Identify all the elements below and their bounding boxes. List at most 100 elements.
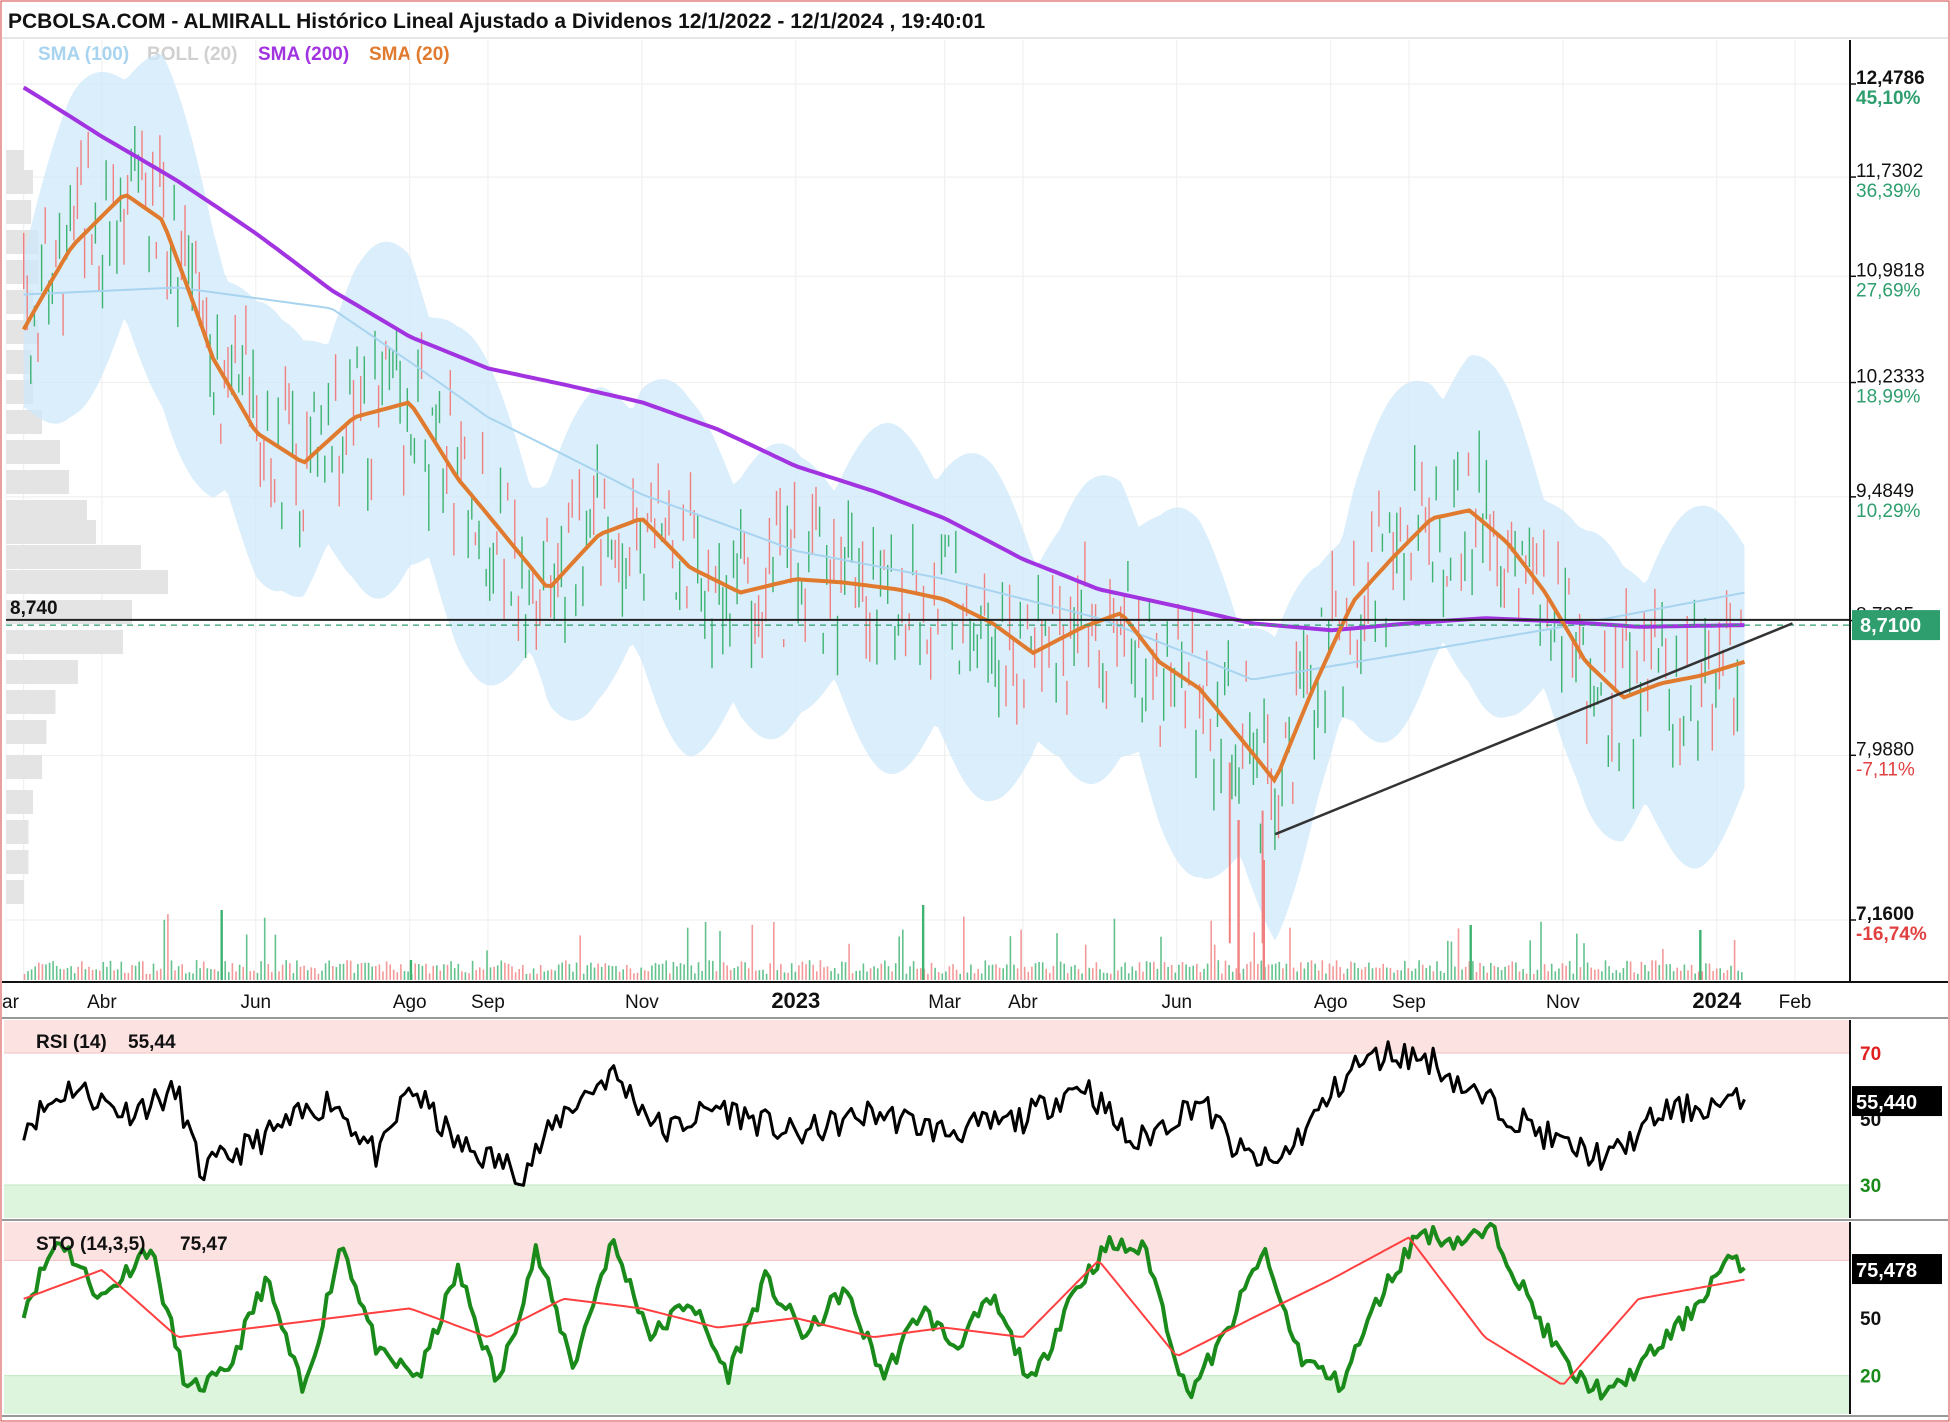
volume-bar <box>862 963 865 980</box>
volume-bar <box>367 962 370 980</box>
volume-bar <box>851 973 854 980</box>
volume-bar <box>991 964 994 980</box>
volume-bar <box>1611 972 1614 980</box>
volume-bar <box>737 966 739 980</box>
volume-bar <box>715 971 718 980</box>
volume-bar <box>529 973 531 980</box>
volume-bar <box>500 960 503 980</box>
volume-bar <box>1554 971 1557 980</box>
volume-bar <box>1278 961 1281 980</box>
volume-bar <box>790 963 793 980</box>
volume-profile-bar <box>6 820 29 844</box>
legend-boll20[interactable]: BOLL (20) <box>147 44 237 65</box>
volume-bar <box>1138 962 1141 980</box>
volume-bar <box>701 970 703 980</box>
volume-bar <box>869 968 872 980</box>
volume-bar <box>1016 968 1019 980</box>
volume-bar <box>1608 966 1610 980</box>
volume-bar <box>1733 939 1736 980</box>
volume-bar <box>1328 963 1331 980</box>
volume-bar <box>23 974 26 980</box>
volume-bar <box>138 961 140 980</box>
volume-bar <box>640 967 642 980</box>
volume-bar <box>1475 972 1478 980</box>
volume-bar <box>611 966 614 980</box>
rsi-oversold-zone <box>4 1185 1850 1218</box>
volume-bar <box>1615 970 1618 980</box>
volume-bar <box>1052 965 1055 980</box>
volume-bar <box>1307 962 1309 980</box>
volume-bar <box>1572 973 1575 980</box>
volume-bar <box>418 964 420 980</box>
volume-bar <box>475 970 477 980</box>
volume-bar <box>1701 971 1704 980</box>
volume-bar <box>271 972 273 980</box>
volume-bar <box>669 973 671 980</box>
date-tick-label: Jun <box>240 992 271 1013</box>
volume-profile-bar <box>6 470 69 494</box>
sto-tick-label: 20 <box>1860 1367 1881 1388</box>
volume-bar <box>159 968 162 980</box>
volume-bar <box>1737 970 1739 980</box>
percent-tick-label: -7,11% <box>1856 759 1915 780</box>
volume-bar <box>1515 962 1517 980</box>
volume-spike <box>1237 820 1240 980</box>
volume-bar <box>321 970 323 980</box>
volume-bar <box>747 968 750 980</box>
volume-bar <box>1601 971 1603 980</box>
volume-bar <box>1550 963 1553 980</box>
volume-bar <box>902 929 904 980</box>
volume-bar <box>1185 964 1187 980</box>
volume-bar <box>342 963 345 980</box>
volume-bar <box>848 943 850 980</box>
volume-bar <box>866 971 868 980</box>
volume-bar <box>1321 960 1324 980</box>
volume-bar <box>1267 964 1270 980</box>
volume-bar <box>1368 962 1370 980</box>
volume-profile-bar <box>6 570 168 594</box>
volume-bar <box>134 965 137 980</box>
volume-bar <box>392 969 395 980</box>
rsi-tick-label: 30 <box>1860 1176 1881 1197</box>
volume-bar <box>1697 971 1700 980</box>
volume-bar <box>1676 967 1678 980</box>
volume-bar <box>81 961 83 980</box>
volume-bar <box>109 960 112 980</box>
volume-bar <box>855 970 857 980</box>
volume-bar <box>1507 965 1510 980</box>
volume-profile-bar <box>6 630 123 654</box>
volume-bar <box>299 966 302 980</box>
volume-bar <box>1633 972 1635 980</box>
volume-bar <box>726 965 728 980</box>
volume-bar <box>52 961 54 980</box>
volume-bar <box>375 966 377 980</box>
volume-bars <box>23 820 1743 980</box>
volume-bar <box>647 971 650 980</box>
volume-bar <box>1038 962 1040 980</box>
volume-bar <box>1683 964 1686 980</box>
volume-bar <box>1479 962 1481 980</box>
volume-bar <box>181 964 183 980</box>
rsi-value-badge <box>1852 1086 1942 1117</box>
volume-bar <box>1289 927 1291 980</box>
volume-bar <box>278 971 280 980</box>
volume-bar <box>120 961 123 980</box>
date-tick-label: ar <box>2 992 20 1013</box>
volume-bar <box>242 966 244 980</box>
volume-bar <box>1400 970 1402 980</box>
legend-sma200[interactable]: SMA (200) <box>258 44 349 65</box>
volume-bar <box>916 968 918 980</box>
volume-profile-bar <box>6 880 24 904</box>
volume-bar <box>1210 920 1212 980</box>
volume-bar <box>289 963 291 980</box>
volume-bar <box>457 963 460 980</box>
volume-bar <box>1303 968 1306 980</box>
volume-bar <box>1206 963 1209 980</box>
sto-line-main <box>21 1221 1746 1401</box>
volume-profile-bar <box>6 755 42 779</box>
volume-bar <box>468 973 470 980</box>
volume-bar <box>231 963 234 980</box>
legend-sma100[interactable]: SMA (100) <box>38 44 129 65</box>
volume-bar <box>1160 936 1162 980</box>
volume-bar <box>579 935 581 980</box>
